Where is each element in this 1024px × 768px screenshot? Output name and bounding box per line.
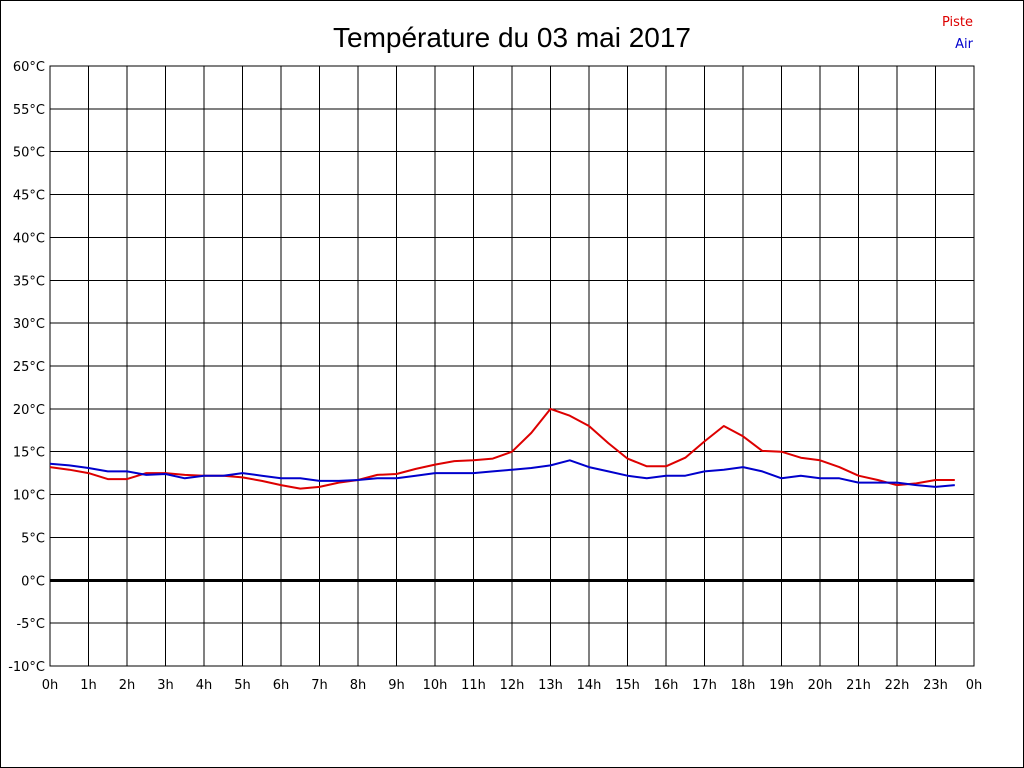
x-tick-label: 17h bbox=[692, 678, 717, 693]
legend: Piste Air bbox=[942, 15, 974, 52]
x-tick-label: 4h bbox=[196, 678, 213, 693]
x-tick-label: 3h bbox=[157, 678, 174, 693]
y-tick-label: 60°C bbox=[13, 60, 45, 75]
x-tick-label: 21h bbox=[846, 678, 871, 693]
x-tick-label: 5h bbox=[234, 678, 251, 693]
y-tick-label: 40°C bbox=[13, 231, 45, 246]
y-tick-label: 50°C bbox=[13, 146, 45, 161]
y-tick-label: 10°C bbox=[13, 489, 45, 504]
x-tick-label: 23h bbox=[923, 678, 948, 693]
y-tick-label: 30°C bbox=[13, 317, 45, 332]
y-tick-label: 35°C bbox=[13, 274, 45, 289]
y-tick-label: -5°C bbox=[16, 617, 45, 632]
y-axis-tick-labels: 60°C 55°C 50°C 45°C 40°C 35°C 30°C 25°C 20°C 15°C… bbox=[8, 60, 45, 675]
x-tick-label: 20h bbox=[808, 678, 833, 693]
x-tick-label: 8h bbox=[350, 678, 367, 693]
series-line-piste bbox=[49, 407, 955, 490]
y-tick-label: 55°C bbox=[13, 103, 45, 118]
x-tick-label: 12h bbox=[500, 678, 525, 693]
x-tick-label: 0h bbox=[42, 678, 59, 693]
x-tick-label: 19h bbox=[769, 678, 794, 693]
y-tick-label: 5°C bbox=[21, 531, 45, 546]
y-tick-label: 25°C bbox=[13, 360, 45, 375]
y-tick-label: 20°C bbox=[13, 403, 45, 418]
x-tick-label: 0h bbox=[966, 678, 983, 693]
x-axis-tick-labels: 0h 1h 2h 3h 4h 5h 6h 7h 8h 9h 10h 11h 12h 13h 14h 15h 16… bbox=[42, 678, 983, 693]
legend-item-air: Air bbox=[955, 37, 974, 52]
legend-item-piste: Piste bbox=[942, 15, 973, 30]
x-tick-label: 16h bbox=[654, 678, 679, 693]
x-tick-label: 10h bbox=[423, 678, 448, 693]
x-tick-label: 1h bbox=[80, 678, 97, 693]
chart-title: Température du 03 mai 2017 bbox=[333, 22, 691, 53]
series-line-air bbox=[49, 459, 955, 488]
x-tick-label: 11h bbox=[461, 678, 486, 693]
plot-border bbox=[49, 65, 975, 667]
x-tick-label: 7h bbox=[311, 678, 328, 693]
x-tick-label: 2h bbox=[119, 678, 136, 693]
y-tick-label: 45°C bbox=[13, 189, 45, 204]
x-tick-label: 9h bbox=[388, 678, 405, 693]
x-tick-label: 15h bbox=[615, 678, 640, 693]
y-tick-label: -10°C bbox=[8, 660, 45, 675]
grid-layer bbox=[49, 65, 975, 667]
x-tick-label: 13h bbox=[538, 678, 563, 693]
x-tick-label: 22h bbox=[885, 678, 910, 693]
x-tick-label: 6h bbox=[273, 678, 290, 693]
y-tick-label: 0°C bbox=[21, 574, 45, 589]
x-tick-label: 14h bbox=[577, 678, 602, 693]
y-tick-label: 15°C bbox=[13, 446, 45, 461]
series-layer bbox=[49, 407, 955, 490]
x-tick-label: 18h bbox=[731, 678, 756, 693]
